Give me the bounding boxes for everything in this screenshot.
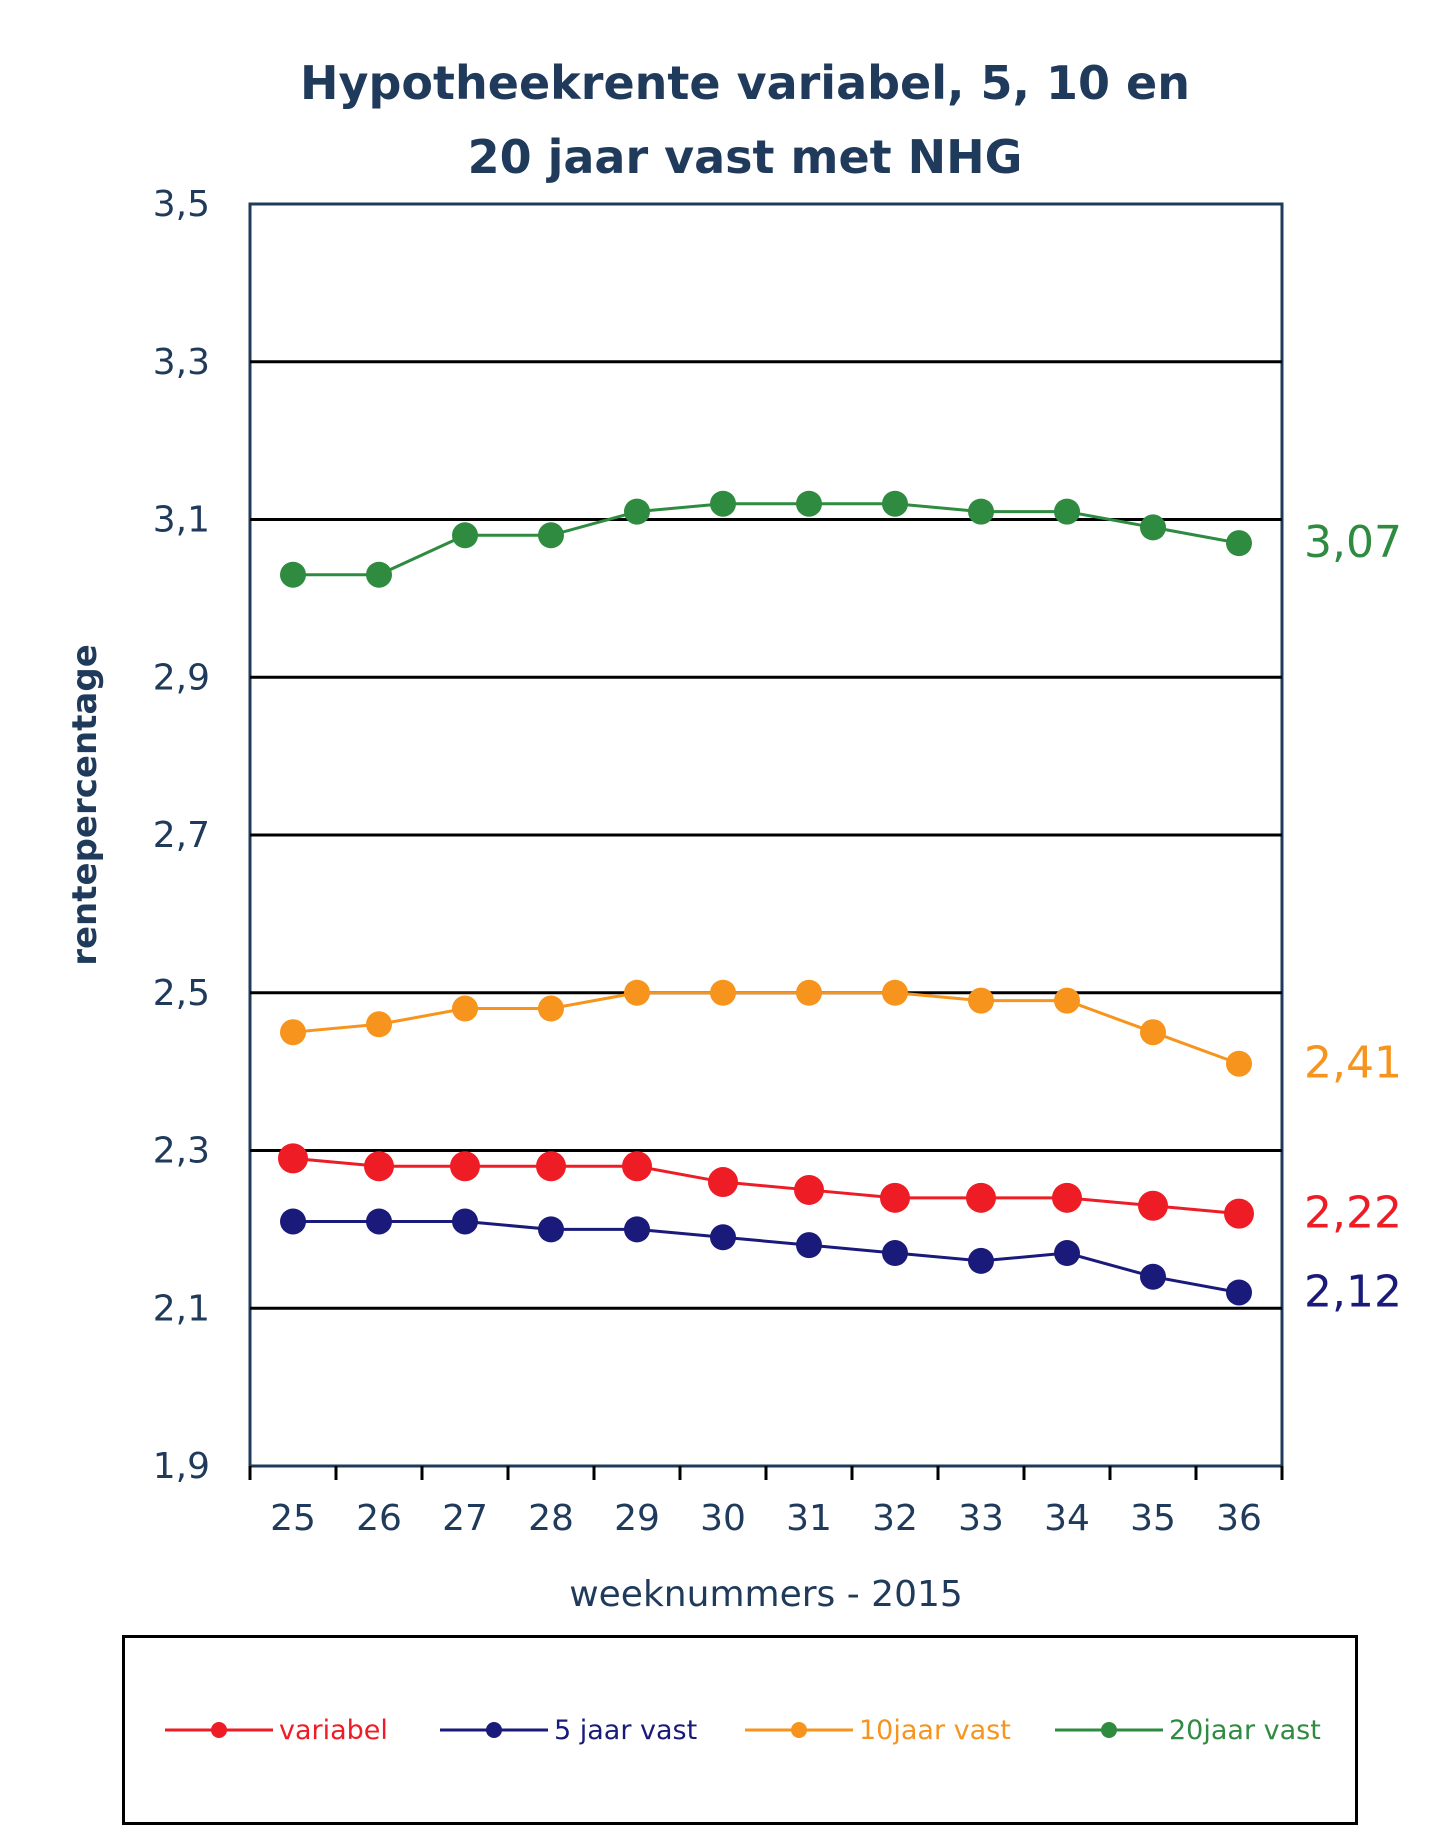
data-point-5-jaar-vast [710, 1224, 736, 1251]
data-point-variabel [794, 1174, 824, 1205]
legend-label-20jaar-vast: 20jaar vast [1169, 1714, 1321, 1746]
x-tick-label: 26 [356, 1498, 402, 1539]
legend-item-5-jaar-vast: 5 jaar vast [440, 1638, 697, 1822]
y-tick-label: 3,3 [153, 342, 210, 383]
x-tick-label: 36 [1216, 1498, 1262, 1539]
x-tick-label: 28 [528, 1498, 574, 1539]
end-label-20jaar-vast: 3,07 [1304, 517, 1402, 568]
data-point-10jaar-vast [1140, 1019, 1166, 1046]
end-label-variabel: 2,22 [1304, 1188, 1402, 1239]
legend-item-variabel: variabel [165, 1638, 388, 1822]
data-point-10jaar-vast [538, 995, 564, 1022]
data-point-20jaar-vast [1226, 530, 1252, 557]
data-point-5-jaar-vast [280, 1208, 306, 1235]
legend-label-5-jaar-vast: 5 jaar vast [554, 1714, 698, 1746]
legend-marker-10jaar-vast [745, 1722, 853, 1738]
data-point-variabel [1052, 1182, 1082, 1213]
data-point-20jaar-vast [366, 561, 392, 588]
data-point-5-jaar-vast [366, 1208, 392, 1235]
data-point-10jaar-vast [1054, 987, 1080, 1014]
data-point-5-jaar-vast [882, 1240, 908, 1267]
y-tick-label: 3,5 [153, 184, 210, 225]
legend: variabel 5 jaar vast 10jaar vast 20jaar … [122, 1635, 1358, 1825]
data-point-5-jaar-vast [1226, 1279, 1252, 1306]
data-point-5-jaar-vast [452, 1208, 478, 1235]
data-point-10jaar-vast [280, 1019, 306, 1046]
x-tick-label: 35 [1130, 1498, 1176, 1539]
series-line-5-jaar-vast [293, 1219, 1240, 1294]
x-tick-label: 27 [442, 1498, 488, 1539]
series-line-10jaar-vast [292, 991, 1240, 1066]
data-point-20jaar-vast [1054, 498, 1080, 525]
data-point-10jaar-vast [882, 979, 908, 1006]
x-tick-label: 33 [958, 1498, 1004, 1539]
y-tick-label: 2,5 [153, 973, 210, 1014]
y-tick-label: 2,1 [153, 1288, 210, 1329]
data-point-variabel [622, 1151, 652, 1182]
data-point-5-jaar-vast [1140, 1263, 1166, 1290]
data-point-variabel [1224, 1198, 1254, 1229]
data-point-variabel [1138, 1190, 1168, 1221]
data-point-10jaar-vast [968, 987, 994, 1014]
chart-title: Hypotheekrente variabel, 5, 10 en 20 jaa… [250, 46, 1240, 194]
line-chart: 1,9 2,1 2,3 2,5 2,7 2,9 3,1 3,3 3,5 25 26 27 28 29 30 3… [65, 184, 1402, 1615]
data-point-5-jaar-vast [796, 1232, 822, 1259]
legend-label-10jaar-vast: 10jaar vast [859, 1714, 1011, 1746]
y-tick-label: 2,9 [153, 657, 210, 698]
data-point-10jaar-vast [796, 979, 822, 1006]
y-tick-label: 2,3 [153, 1131, 210, 1172]
chart-title-line-1: Hypotheekrente variabel, 5, 10 en [300, 56, 1190, 110]
end-label-10jaar-vast: 2,41 [1304, 1038, 1402, 1089]
data-point-variabel [450, 1151, 480, 1182]
data-point-5-jaar-vast [1054, 1240, 1080, 1267]
data-point-variabel [536, 1151, 566, 1182]
y-tick-label: 2,7 [153, 815, 210, 856]
data-point-20jaar-vast [968, 498, 994, 525]
data-point-20jaar-vast [710, 490, 736, 517]
legend-marker-20jaar-vast [1055, 1722, 1163, 1738]
y-tick-label: 3,1 [153, 500, 210, 541]
x-axis-title: weeknummers - 2015 [569, 1574, 963, 1615]
data-point-20jaar-vast [624, 498, 650, 525]
data-point-20jaar-vast [1140, 514, 1166, 541]
data-point-20jaar-vast [538, 522, 564, 549]
data-point-variabel [278, 1143, 308, 1174]
data-point-variabel [708, 1167, 738, 1198]
data-point-variabel [880, 1182, 910, 1213]
legend-marker-variabel [165, 1722, 273, 1738]
data-point-20jaar-vast [882, 490, 908, 517]
data-point-variabel [364, 1151, 394, 1182]
data-point-10jaar-vast [1226, 1050, 1252, 1077]
x-tick-label: 34 [1044, 1498, 1090, 1539]
legend-item-10jaar-vast: 10jaar vast [745, 1638, 1011, 1822]
data-point-10jaar-vast [624, 979, 650, 1006]
x-tick-label: 25 [270, 1498, 316, 1539]
x-tick-label: 29 [614, 1498, 660, 1539]
data-point-variabel [966, 1182, 996, 1213]
series-line-variabel [292, 1156, 1240, 1216]
data-point-20jaar-vast [280, 561, 306, 588]
series-line-20jaar-vast [293, 502, 1240, 577]
data-point-10jaar-vast [710, 979, 736, 1006]
x-tick-label: 31 [786, 1498, 832, 1539]
data-point-10jaar-vast [366, 1011, 392, 1038]
x-tick-label: 30 [700, 1498, 746, 1539]
legend-label-variabel: variabel [279, 1714, 388, 1746]
chart-title-line-2: 20 jaar vast met NHG [467, 130, 1023, 184]
x-tick-label: 32 [872, 1498, 918, 1539]
end-label-5-jaar-vast: 2,12 [1304, 1266, 1402, 1317]
data-point-20jaar-vast [796, 490, 822, 517]
data-point-20jaar-vast [452, 522, 478, 549]
legend-item-20jaar-vast: 20jaar vast [1055, 1638, 1321, 1822]
data-point-5-jaar-vast [624, 1216, 650, 1243]
data-point-5-jaar-vast [538, 1216, 564, 1243]
legend-marker-5-jaar-vast [440, 1722, 548, 1738]
y-tick-label: 1,9 [153, 1446, 210, 1487]
y-axis-title: rentepercentage [65, 644, 105, 966]
data-point-5-jaar-vast [968, 1247, 994, 1274]
data-point-10jaar-vast [452, 995, 478, 1022]
